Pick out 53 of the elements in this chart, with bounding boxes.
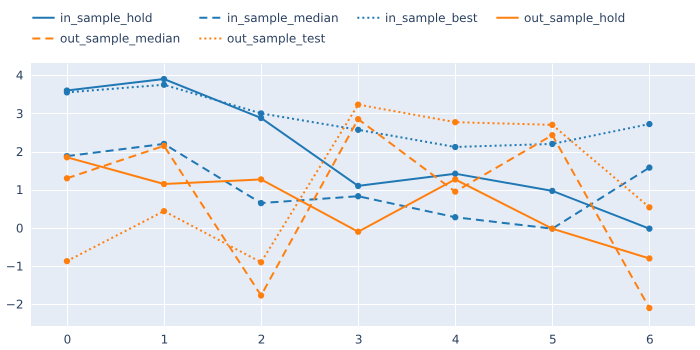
point — [549, 140, 556, 148]
point — [354, 193, 362, 200]
point — [160, 180, 168, 188]
point — [452, 214, 458, 220]
legend-label: out_sample_median — [60, 32, 180, 46]
x-tick-label: 3 — [354, 332, 362, 346]
point — [160, 76, 168, 82]
point — [646, 164, 653, 171]
point — [646, 304, 653, 312]
x-tick-label: 6 — [646, 332, 654, 346]
legend-label: out_sample_test — [227, 32, 326, 46]
y-tick-label: −1 — [6, 260, 24, 274]
point — [64, 258, 70, 264]
legend-label: in_sample_median — [227, 10, 339, 25]
x-tick-label: 5 — [548, 332, 557, 346]
point — [646, 226, 653, 232]
point — [258, 176, 264, 183]
point — [160, 82, 168, 88]
point — [258, 292, 264, 299]
point — [549, 132, 556, 138]
x-tick-label: 4 — [452, 332, 460, 346]
point — [452, 170, 458, 177]
y-tick-label: 2 — [16, 145, 24, 160]
point — [646, 255, 653, 262]
point — [64, 175, 70, 182]
y-tick-label: 1 — [16, 183, 24, 198]
y-tick-label: 4 — [16, 68, 24, 83]
x-tick-label: 1 — [160, 332, 168, 346]
point — [549, 188, 556, 194]
point — [258, 110, 264, 117]
point — [452, 144, 458, 150]
point — [354, 182, 362, 190]
x-tick-label: 0 — [64, 332, 72, 346]
point — [354, 101, 362, 108]
point — [549, 122, 556, 128]
point — [452, 188, 458, 195]
legend-label: out_sample_hold — [524, 10, 626, 25]
y-tick-label: 0 — [16, 221, 24, 236]
point — [160, 208, 168, 214]
point — [452, 176, 458, 183]
point — [354, 228, 362, 235]
y-tick-label: −2 — [6, 298, 24, 312]
point — [354, 126, 362, 133]
x-tick-label: 2 — [258, 332, 266, 346]
point — [354, 116, 362, 122]
y-tick-label: 3 — [16, 106, 24, 121]
legend-label: in_sample_best — [385, 10, 478, 25]
point — [258, 200, 264, 206]
legend-label: in_sample_hold — [60, 10, 152, 25]
point — [646, 204, 653, 210]
point — [258, 259, 264, 266]
point — [452, 119, 458, 126]
point — [646, 120, 653, 128]
